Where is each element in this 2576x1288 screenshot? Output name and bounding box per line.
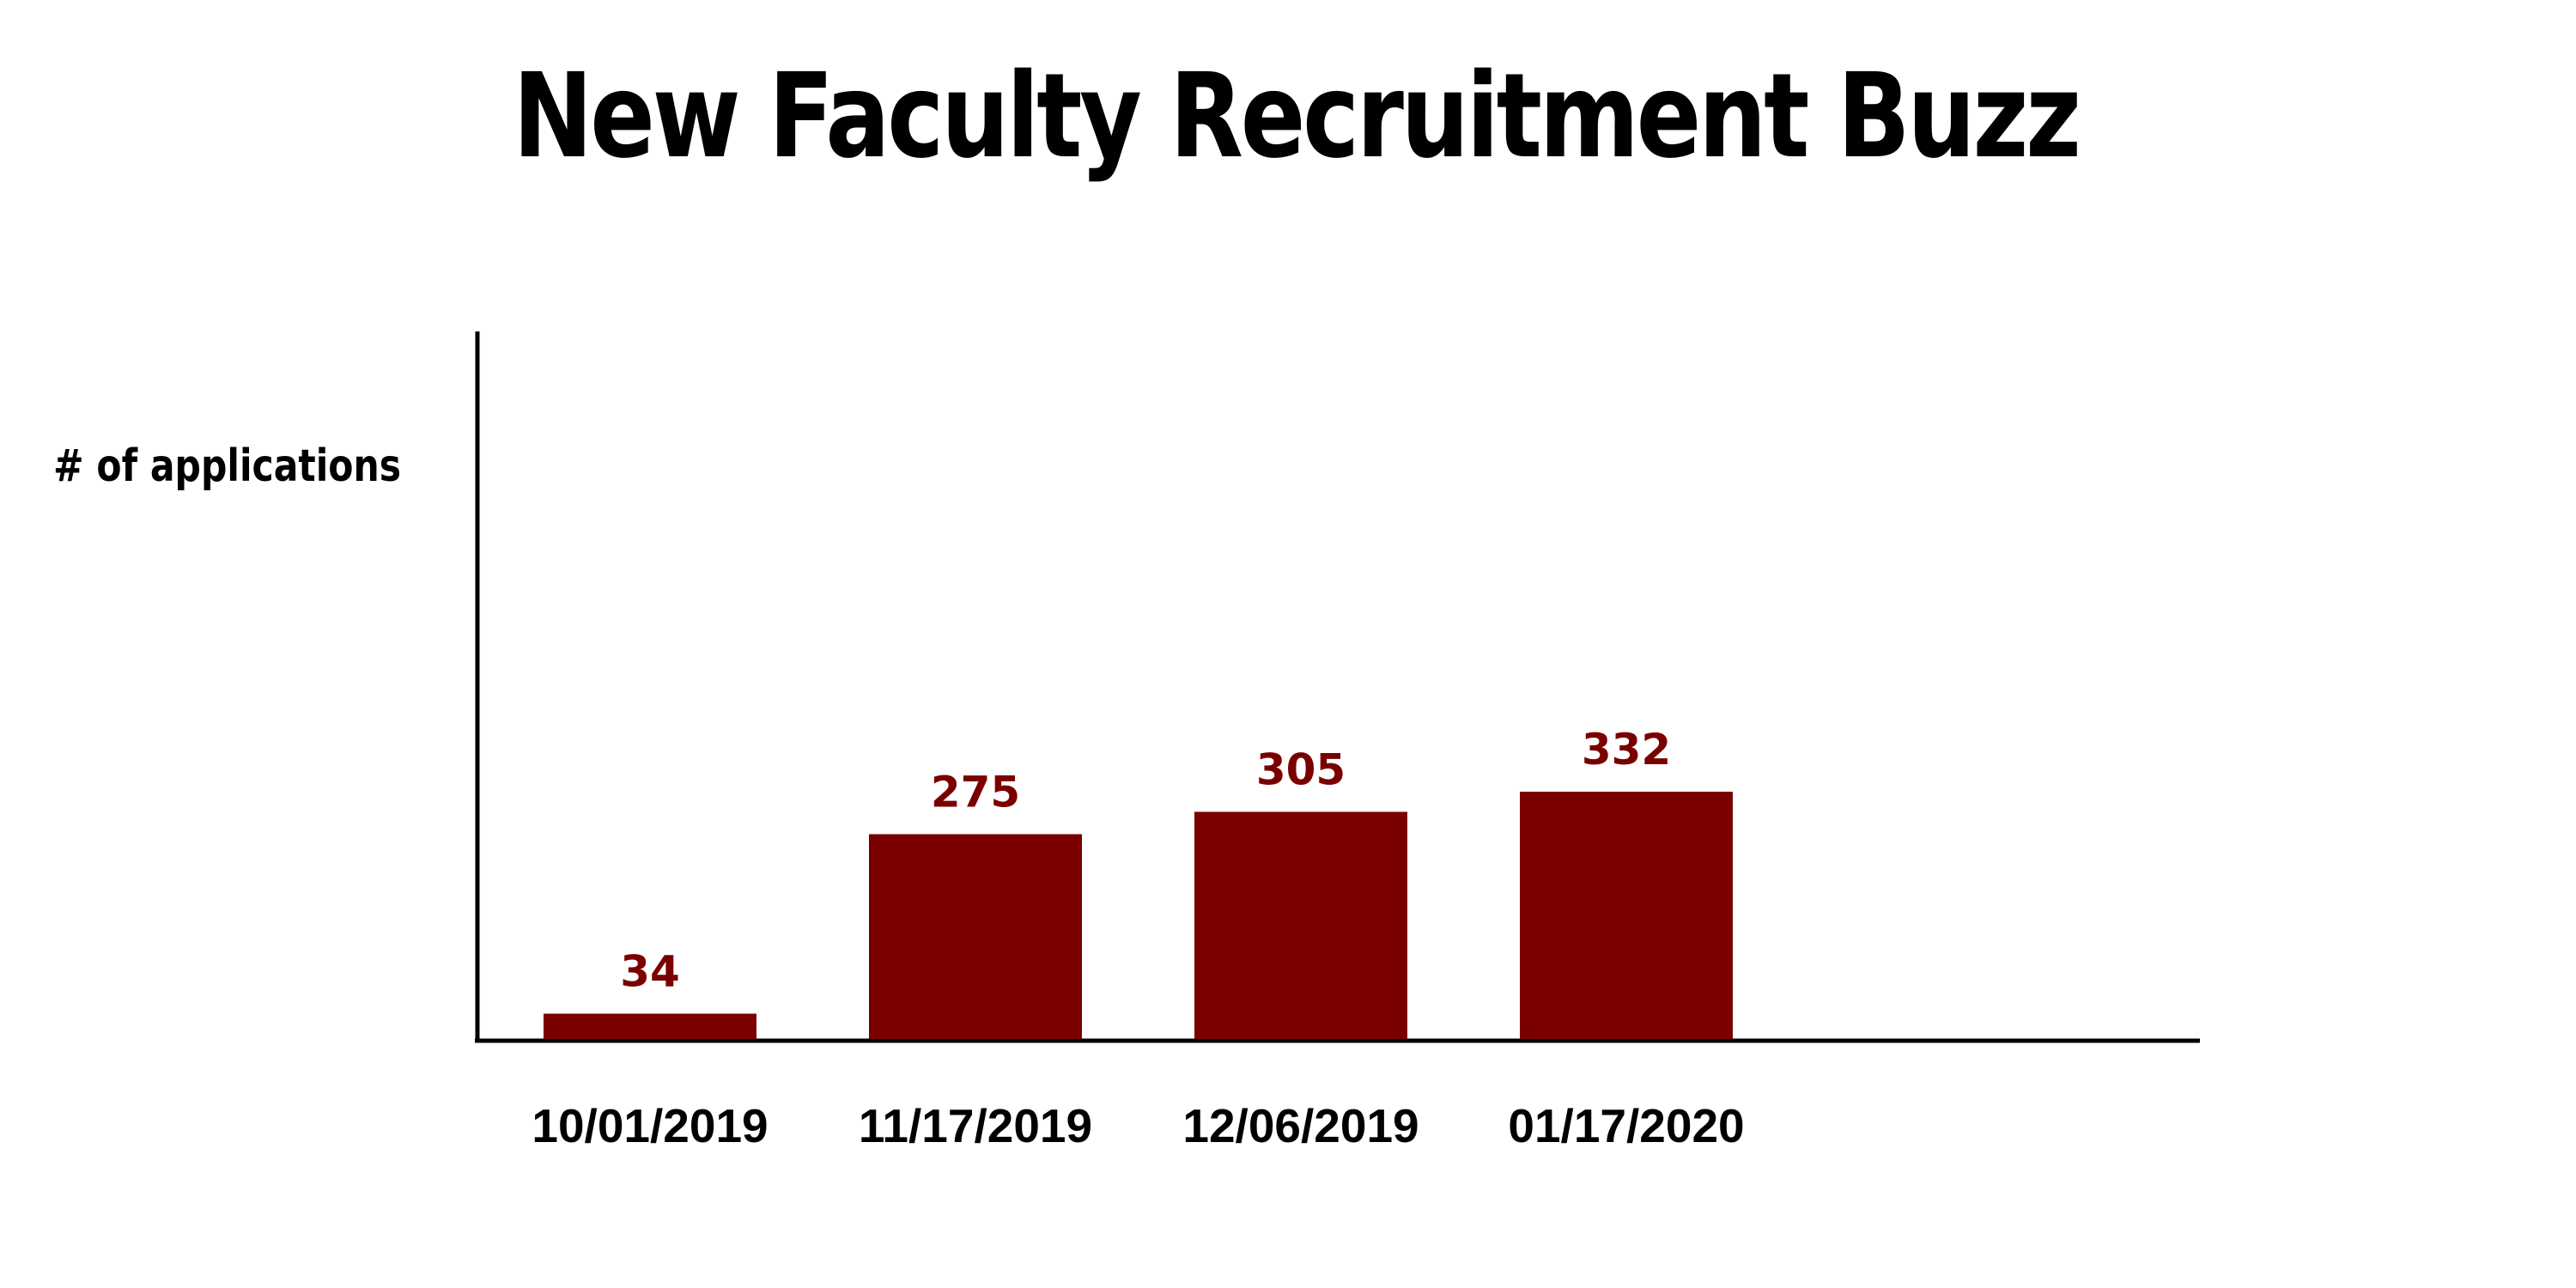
bar-4 <box>1520 792 1733 1039</box>
value-labels-group: 34 275 305 332 <box>620 725 1671 996</box>
value-label-2: 275 <box>931 767 1020 817</box>
value-label-3: 305 <box>1256 744 1346 794</box>
y-axis-label: # of applications <box>53 440 401 492</box>
bar-3 <box>1194 811 1407 1039</box>
x-tick-label-1: 10/01/2019 <box>532 1099 768 1152</box>
bar-1 <box>544 1013 756 1039</box>
x-tick-label-3: 12/06/2019 <box>1182 1099 1419 1152</box>
value-label-4: 332 <box>1582 725 1671 775</box>
bar-2 <box>869 834 1082 1039</box>
value-label-1: 34 <box>620 947 680 997</box>
bars-group <box>544 792 1733 1039</box>
chart-title: New Faculty Recruitment Buzz <box>513 49 2081 185</box>
x-tick-label-4: 01/17/2020 <box>1508 1099 1744 1152</box>
x-tick-labels: 10/01/2019 11/17/2019 12/06/2019 01/17/2020 <box>532 1099 1744 1152</box>
x-tick-label-2: 11/17/2019 <box>859 1099 1092 1152</box>
